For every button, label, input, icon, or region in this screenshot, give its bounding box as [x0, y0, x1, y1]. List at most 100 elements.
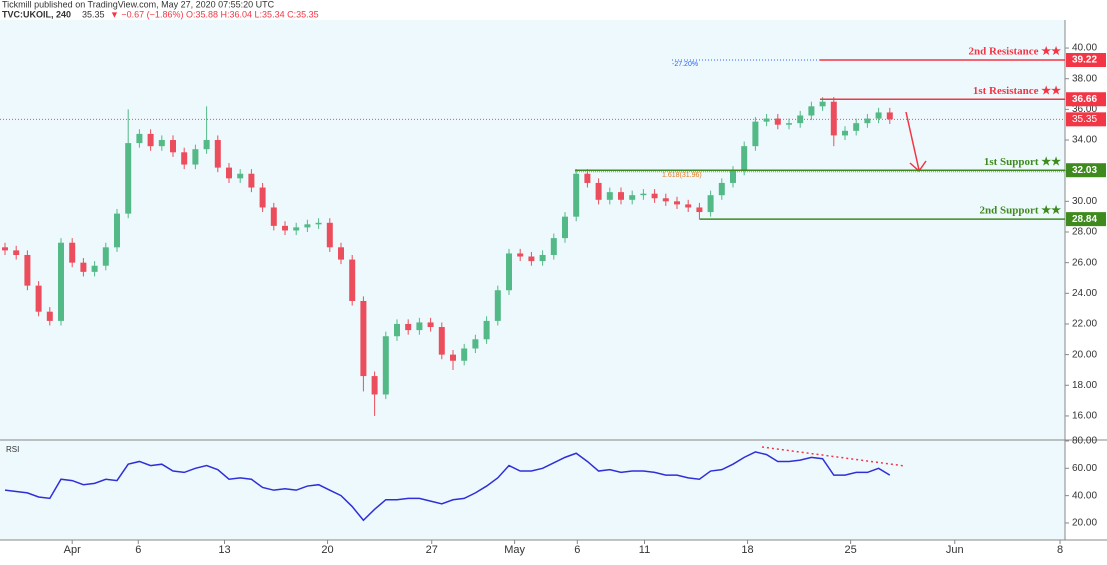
- level-value: 36.66: [1072, 94, 1097, 105]
- candle-body: [304, 224, 311, 228]
- candle-body: [853, 123, 860, 131]
- last-price-label: 35.35: [1072, 114, 1097, 125]
- candle-body: [58, 242, 64, 321]
- candle-body: [842, 130, 848, 136]
- candle-body: [450, 354, 456, 361]
- level-value: 39.22: [1072, 55, 1097, 66]
- y-tick-label: 30.00: [1072, 196, 1097, 207]
- level-value-box: [1066, 163, 1106, 178]
- x-tick-label: 18: [741, 544, 753, 556]
- rsi-label: RSI: [6, 445, 19, 454]
- level-label: 2nd Support ★★: [980, 205, 1062, 217]
- candle-body: [315, 222, 322, 225]
- ohlc: O:35.88 H:36.04 L:35.34 C:35.35: [186, 9, 319, 19]
- y-tick-label: 40.00: [1072, 43, 1097, 54]
- candle-body: [192, 149, 199, 165]
- candle-body: [282, 225, 288, 231]
- candle-body: [136, 133, 143, 144]
- candle-body: [606, 192, 613, 200]
- candle-body: [752, 121, 759, 147]
- candle-body: [427, 322, 434, 328]
- candle-body: [494, 290, 501, 321]
- x-tick-label: 6: [574, 544, 580, 556]
- candle-body: [595, 182, 602, 200]
- level-value-box: [1066, 212, 1106, 227]
- rsi-tick-label: 60.00: [1072, 463, 1097, 474]
- candle-body: [461, 348, 468, 361]
- y-tick-label: 36.00: [1072, 104, 1097, 115]
- candle-body: [102, 247, 109, 266]
- rsi-tick-label: 40.00: [1072, 490, 1097, 501]
- arrow-head: [909, 160, 927, 173]
- y-tick-label: 20.00: [1072, 349, 1097, 360]
- x-tick-label: May: [504, 544, 525, 556]
- x-tick-label: 6: [135, 544, 141, 556]
- level-label: 1st Resistance ★★: [973, 85, 1061, 97]
- candle-body: [483, 320, 490, 340]
- candle-body: [80, 262, 87, 272]
- candle-body: [338, 247, 344, 260]
- candle-body: [629, 195, 636, 200]
- candle-body: [147, 133, 154, 147]
- y-tick-label: 18.00: [1072, 380, 1097, 391]
- x-tick-label: 27: [426, 544, 438, 556]
- candle-body: [718, 182, 725, 196]
- fib-label: 1.618(31.96): [662, 172, 702, 179]
- candle-body: [763, 118, 770, 122]
- y-tick-label: 34.00: [1072, 135, 1097, 146]
- x-tick-label: 13: [218, 544, 230, 556]
- candle-body: [517, 253, 524, 257]
- candle-body: [472, 339, 479, 349]
- candle-body: [528, 256, 535, 262]
- candle-body: [562, 216, 568, 239]
- x-tick-label: 8: [1057, 544, 1063, 556]
- candle-body: [114, 213, 120, 248]
- level-value: 32.03: [1072, 165, 1097, 176]
- candle-body: [573, 173, 580, 217]
- candle-body: [46, 311, 53, 321]
- plot-background: [0, 20, 1065, 540]
- candle-body: [685, 204, 692, 208]
- candle-body: [438, 327, 445, 355]
- candle-body: [886, 112, 893, 120]
- candle-body: [416, 322, 423, 331]
- candle-body: [506, 253, 512, 291]
- candle-body: [808, 106, 815, 116]
- candle-body: [203, 140, 210, 150]
- candle-body: [293, 227, 300, 231]
- candle-body: [741, 146, 748, 171]
- y-tick-label: 22.00: [1072, 319, 1097, 330]
- level-value-box: [1066, 53, 1106, 68]
- level-label: 2nd Resistance ★★: [969, 46, 1062, 58]
- x-tick-label: 25: [844, 544, 856, 556]
- y-tick-label: 26.00: [1072, 257, 1097, 268]
- rsi-tick-label: 80.00: [1072, 436, 1097, 447]
- candle-body: [237, 173, 244, 179]
- candle-body: [662, 198, 669, 202]
- candle-body: [371, 376, 378, 395]
- candle-body: [394, 323, 400, 337]
- rsi-trendline: [761, 446, 906, 467]
- candle-body: [640, 193, 647, 196]
- candle-body: [786, 123, 792, 125]
- x-tick-label: 20: [321, 544, 333, 556]
- rsi-line: [4, 451, 891, 522]
- candle-body: [248, 173, 255, 188]
- level-label: 1st Support ★★: [984, 156, 1061, 168]
- symbol: TVC:UKOIL, 240: [2, 9, 71, 19]
- last-price-box: [1066, 112, 1106, 127]
- candle-body: [830, 101, 837, 136]
- rsi-tick-label: 20.00: [1072, 518, 1097, 529]
- candle-body: [651, 193, 658, 199]
- candle-body: [539, 254, 546, 262]
- fib-label: -27.20%: [672, 61, 698, 68]
- level-value: 28.84: [1072, 214, 1097, 225]
- candle-body: [259, 187, 266, 208]
- candle-body: [158, 140, 165, 147]
- candle-body: [696, 207, 703, 213]
- x-tick-label: Jun: [946, 544, 964, 556]
- candle-body: [730, 170, 736, 183]
- last: 35.35: [82, 9, 105, 19]
- candle-body: [550, 238, 557, 255]
